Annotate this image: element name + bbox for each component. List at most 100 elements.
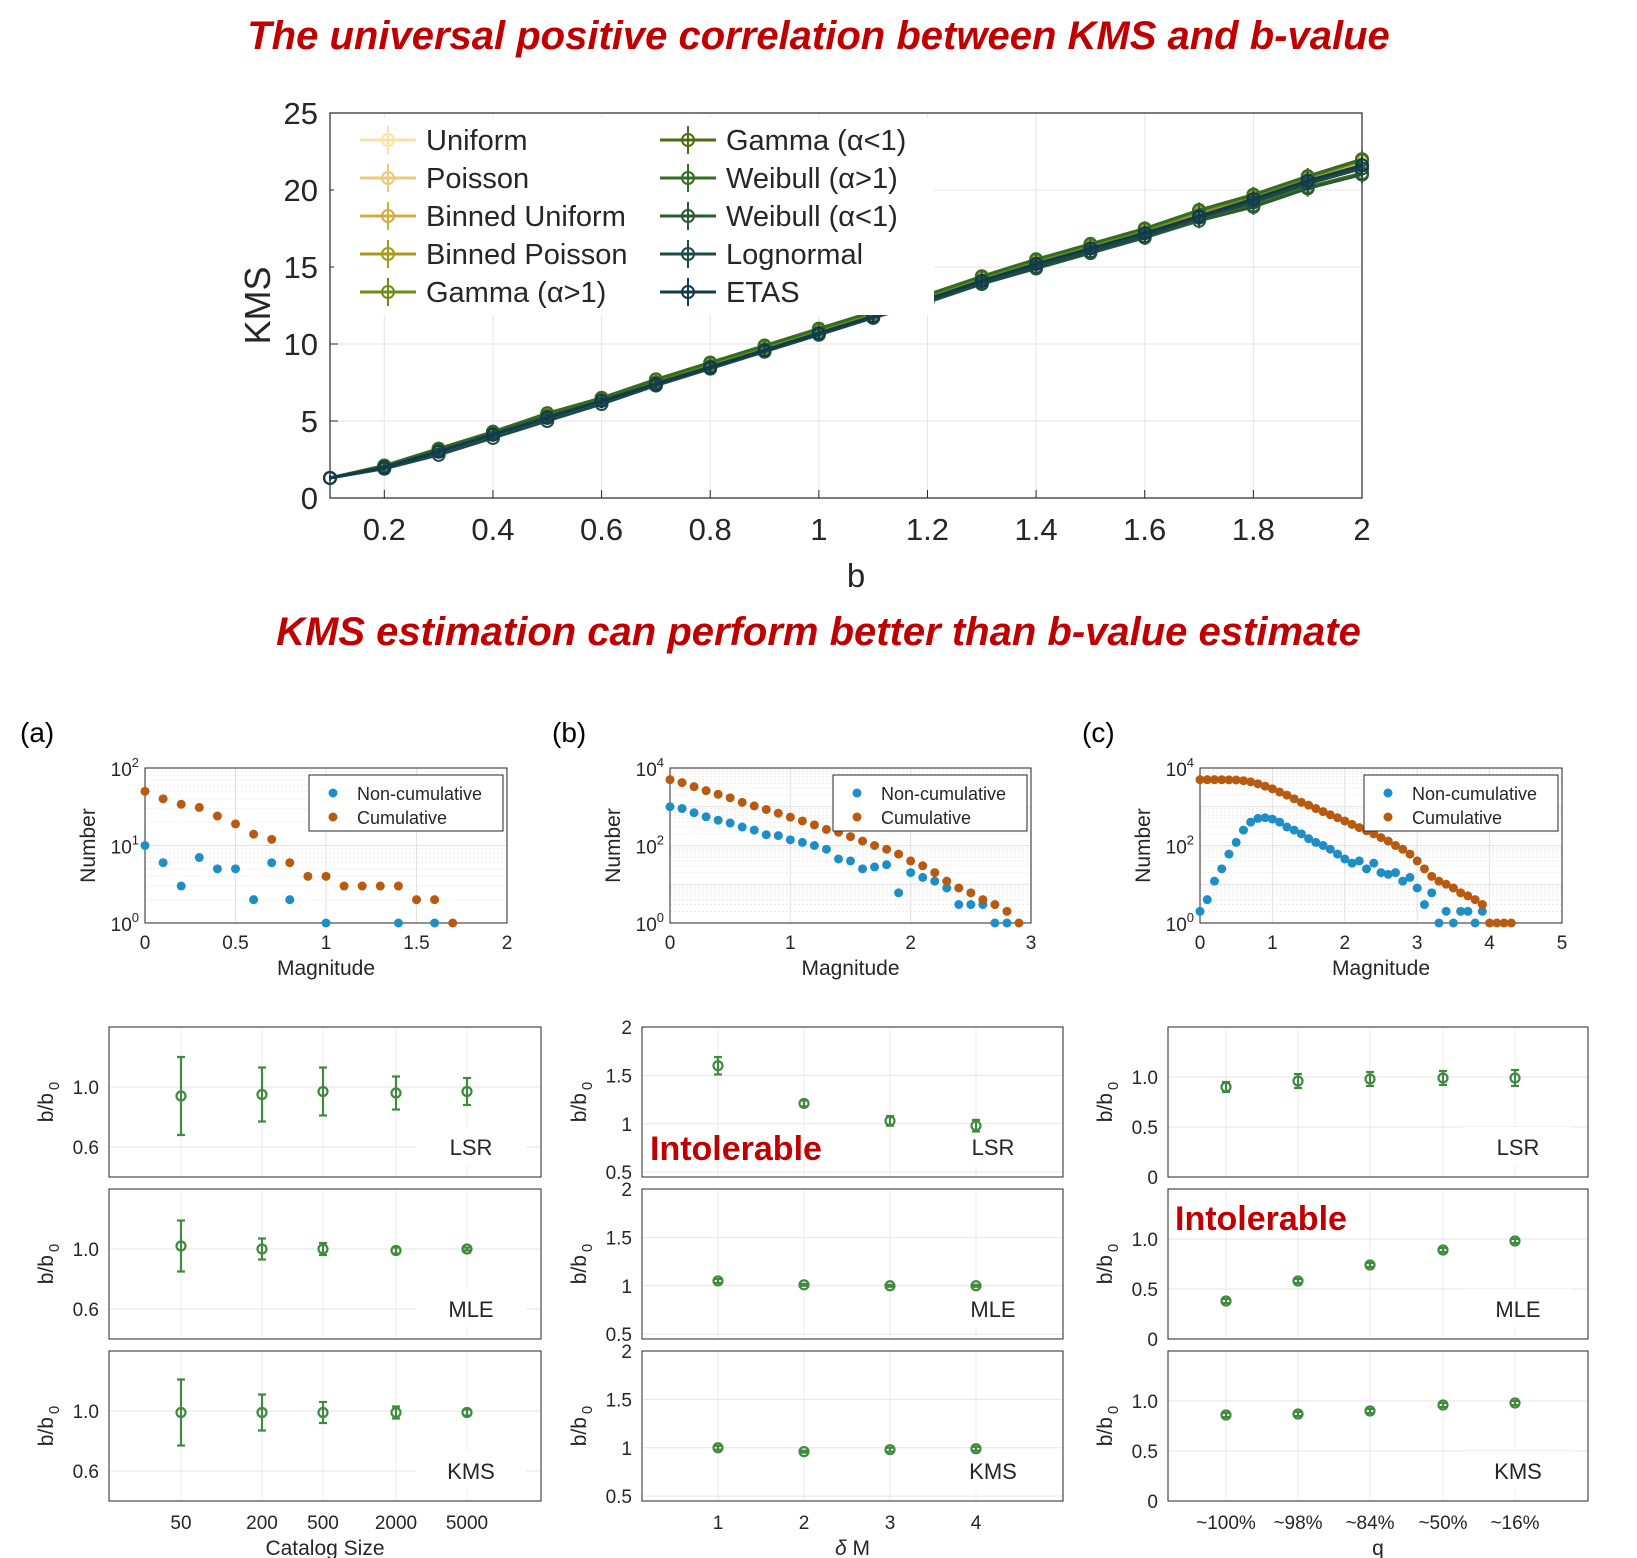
fmd-point xyxy=(321,918,331,928)
fmd-legend-label: Cumulative xyxy=(1412,808,1502,828)
method-label-bg xyxy=(1463,1451,1573,1489)
fmd-point xyxy=(448,918,458,928)
fmd-legend-marker xyxy=(1383,788,1393,798)
fmd-point xyxy=(1282,822,1292,832)
main-xtick-label: 0.6 xyxy=(580,512,623,547)
ratio-ytick-label: 1.0 xyxy=(1132,1068,1158,1089)
fmd-point xyxy=(1289,794,1299,804)
fmd-point xyxy=(1296,829,1306,839)
fmd-point xyxy=(870,862,880,872)
main-legend-item: Weibull (α>1) xyxy=(660,163,898,195)
main-xtick-label: 0.4 xyxy=(471,512,514,547)
main-point xyxy=(703,360,718,375)
main-legend-item: Binned Poisson xyxy=(360,239,628,271)
fmd-point xyxy=(1412,856,1422,866)
ratio-point xyxy=(1509,1235,1521,1247)
fmd-legend: Non-cumulative Cumulative xyxy=(1363,774,1559,832)
fmd-point xyxy=(1014,918,1024,928)
main-ytick-label: 0 xyxy=(301,481,318,516)
fmd-point xyxy=(1427,888,1437,898)
ratio-axes-box xyxy=(641,1350,1064,1502)
ratio-point xyxy=(970,1280,982,1292)
fmd-xtick-label: 2 xyxy=(905,933,916,954)
fmd-point xyxy=(954,900,964,910)
ratio-point xyxy=(317,1406,329,1419)
fmd-point xyxy=(1296,797,1306,807)
fmd-xtick-label: 0 xyxy=(665,933,676,954)
fmd-xtick-label: 1 xyxy=(321,933,332,954)
ratio-point xyxy=(461,1243,473,1255)
fmd-point xyxy=(1202,775,1212,785)
fmd-point xyxy=(846,832,855,842)
ratio-ytick-label: 1.5 xyxy=(606,1228,632,1249)
fmd-point xyxy=(1195,775,1205,785)
ratio-ytick-label: 1.0 xyxy=(73,1402,99,1423)
main-point xyxy=(974,273,989,288)
fmd-point xyxy=(1419,900,1429,910)
main-point xyxy=(757,343,772,358)
fmd-ytick-label: 100 xyxy=(1166,910,1194,936)
fmd-point xyxy=(1224,775,1234,785)
fmd-point xyxy=(797,837,807,847)
fmd-point xyxy=(1260,813,1270,823)
fmd-point xyxy=(725,793,735,803)
fmd-point xyxy=(1441,906,1451,916)
ratio-point xyxy=(1292,1408,1304,1420)
main-point xyxy=(377,460,392,475)
main-point xyxy=(1029,256,1044,271)
fmd-point xyxy=(1246,777,1256,787)
main-legend-marker xyxy=(381,171,395,185)
ratio-point xyxy=(1292,1275,1304,1287)
fmd-point xyxy=(785,835,795,845)
ratio-ylabel: b/b0 xyxy=(1094,1082,1122,1123)
fmd-point xyxy=(1376,868,1386,878)
main-legend-marker xyxy=(381,247,395,261)
fmd-xlabel: Magnitude xyxy=(801,957,899,980)
fmd-point xyxy=(1412,883,1422,893)
ratio-axes-box xyxy=(641,1188,1064,1340)
fmd-point xyxy=(1267,784,1277,794)
fmd-point xyxy=(1282,790,1292,800)
fmd-xtick-label: 0 xyxy=(1195,933,1206,954)
fmd-point xyxy=(1333,813,1343,823)
main-xtick-label: 1.4 xyxy=(1015,512,1058,547)
ratio-axes-box xyxy=(108,1350,542,1502)
fmd-point xyxy=(1340,854,1350,864)
fmd-point xyxy=(906,856,916,866)
fmd-point xyxy=(140,786,150,796)
fmd-point xyxy=(158,858,168,868)
ratio-point xyxy=(1220,1081,1232,1093)
main-legend-label: Poisson xyxy=(426,163,529,195)
headline-top: The universal positive correlation betwe… xyxy=(247,14,1390,58)
fmd-point xyxy=(1506,918,1516,928)
ratio-ylabel: b/b0 xyxy=(35,1244,63,1285)
fmd-legend-marker xyxy=(328,788,338,798)
main-ylabel: KMS xyxy=(237,266,278,344)
ratio-point xyxy=(798,1279,810,1291)
fmd-point xyxy=(858,836,868,846)
main-point xyxy=(594,393,609,408)
main-legend-label: Weibull (α>1) xyxy=(726,163,898,195)
intolerable-annotation: Intolerable xyxy=(1175,1200,1347,1238)
fmd-point xyxy=(1217,775,1227,785)
fmd-point xyxy=(1369,858,1379,868)
fmd-point xyxy=(1448,918,1458,928)
fmd-point xyxy=(1238,776,1248,786)
ratio-panel: 0 0.5 1.0 b/b0 LSR xyxy=(1094,1026,1589,1189)
fmd-point xyxy=(1347,858,1357,868)
fmd-legend-label: Non-cumulative xyxy=(881,784,1006,804)
fmd-point xyxy=(689,808,699,818)
ratio-xtick-label: ~84% xyxy=(1345,1513,1394,1534)
fmd-point xyxy=(1325,844,1335,854)
ratio-xtick-label: 500 xyxy=(307,1513,339,1534)
fmd-axes-box xyxy=(669,767,1032,924)
ratio-point xyxy=(1437,1072,1449,1084)
main-ytick-label: 15 xyxy=(284,250,318,285)
fmd-point xyxy=(1217,864,1227,874)
ratio-ylabel: b/b0 xyxy=(1094,1406,1122,1447)
fmd-xtick-label: 3 xyxy=(1026,933,1037,954)
fmd-point xyxy=(833,854,843,864)
ratio-ytick-label: 1 xyxy=(621,1439,632,1460)
ratio-xtick-label: 5000 xyxy=(446,1513,488,1534)
fmd-point xyxy=(1231,837,1241,847)
